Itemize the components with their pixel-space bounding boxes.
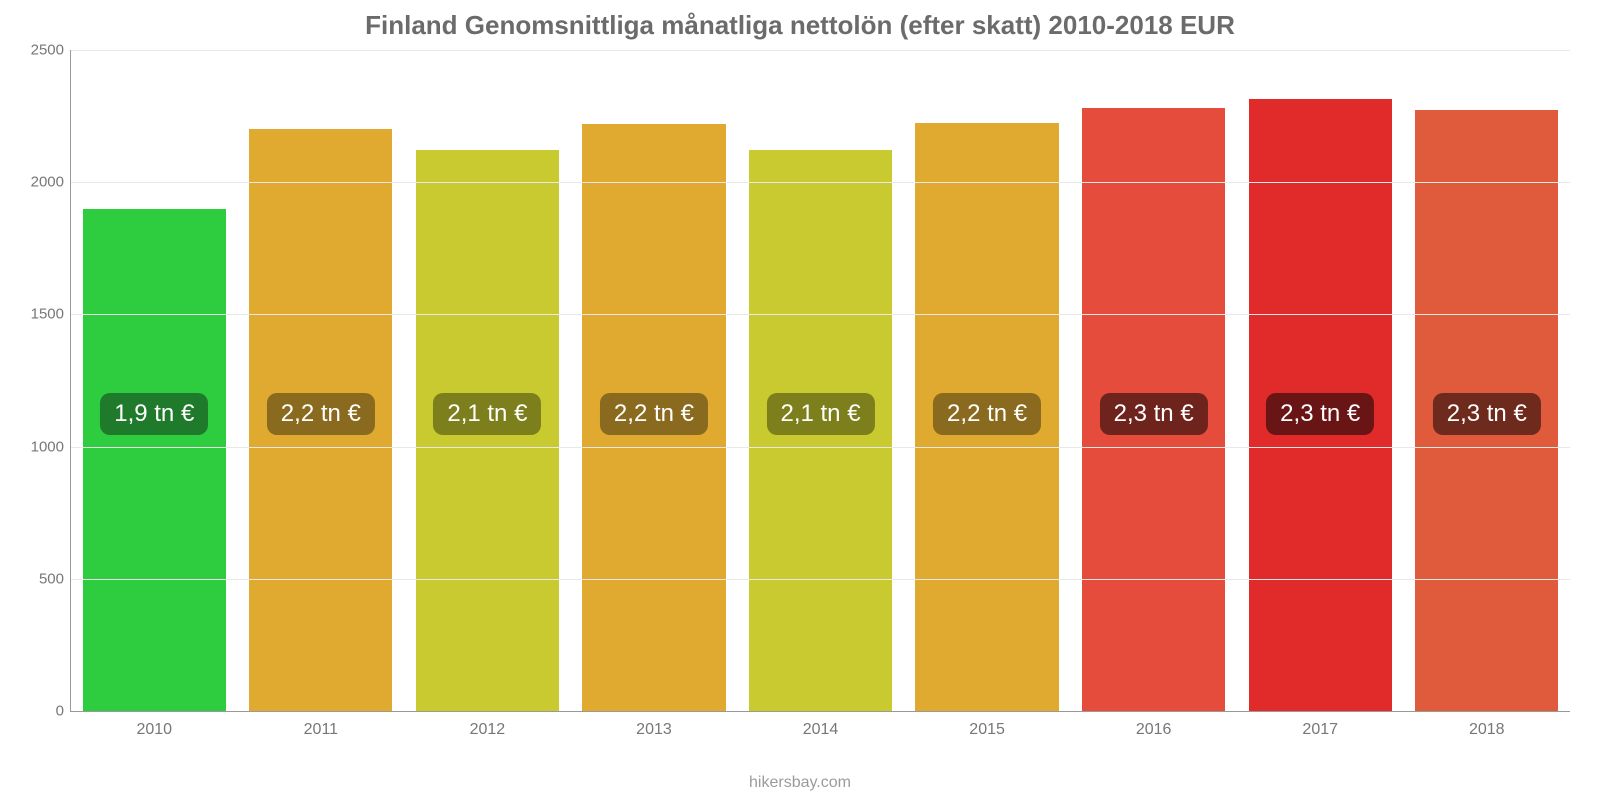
bar: 2,3 tn € [1415,110,1558,712]
y-tick-label: 2500 [16,42,64,59]
bar-slot: 2,2 tn €2013 [571,50,738,711]
bar-slot: 2,1 tn €2014 [737,50,904,711]
y-tick-label: 0 [16,703,64,720]
x-tick-label: 2018 [1469,721,1505,739]
source-label: hikersbay.com [0,774,1600,792]
bar-value-label: 2,2 tn € [267,393,375,435]
x-tick-label: 2016 [1136,721,1172,739]
x-tick-label: 2012 [470,721,506,739]
bar-value-label: 2,1 tn € [433,393,541,435]
bar-value-label: 2,3 tn € [1100,393,1208,435]
y-tick-label: 500 [16,570,64,587]
x-tick-label: 2017 [1302,721,1338,739]
chart-title: Finland Genomsnittliga månatliga nettolö… [0,0,1600,41]
bar-slot: 2,2 tn €2015 [904,50,1071,711]
bar: 2,1 tn € [749,150,892,711]
bar-slot: 2,3 tn €2016 [1070,50,1237,711]
y-tick-label: 1000 [16,438,64,455]
bar: 2,2 tn € [582,124,725,711]
bar-slot: 2,2 tn €2011 [238,50,405,711]
bar: 2,3 tn € [1082,108,1225,711]
y-tick-label: 2000 [16,174,64,191]
x-tick-label: 2011 [304,721,338,739]
gridline [71,50,1570,51]
bar-value-label: 2,2 tn € [600,393,708,435]
gridline [71,579,1570,580]
chart-area: 1,9 tn €20102,2 tn €20112,1 tn €20122,2 … [70,50,1570,740]
gridline [71,182,1570,183]
x-tick-label: 2015 [969,721,1005,739]
bar: 2,2 tn € [249,129,392,711]
bar-value-label: 2,3 tn € [1433,393,1541,435]
gridline [71,314,1570,315]
bar-value-label: 2,2 tn € [933,393,1041,435]
x-tick-label: 2013 [636,721,672,739]
plot-area: 1,9 tn €20102,2 tn €20112,1 tn €20122,2 … [70,50,1570,712]
bar: 2,3 tn € [1249,99,1392,711]
bar: 1,9 tn € [83,209,226,711]
bar-slot: 2,3 tn €2017 [1237,50,1404,711]
bar-value-label: 2,3 tn € [1266,393,1374,435]
bar-slot: 1,9 tn €2010 [71,50,238,711]
bar-slot: 2,3 tn €2018 [1404,50,1571,711]
x-tick-label: 2010 [136,721,172,739]
y-tick-label: 1500 [16,306,64,323]
bar-value-label: 2,1 tn € [766,393,874,435]
bar: 2,2 tn € [915,123,1058,711]
bar: 2,1 tn € [416,150,559,711]
bars-container: 1,9 tn €20102,2 tn €20112,1 tn €20122,2 … [71,50,1570,711]
gridline [71,447,1570,448]
bar-slot: 2,1 tn €2012 [404,50,571,711]
x-tick-label: 2014 [803,721,839,739]
bar-value-label: 1,9 tn € [100,393,208,435]
